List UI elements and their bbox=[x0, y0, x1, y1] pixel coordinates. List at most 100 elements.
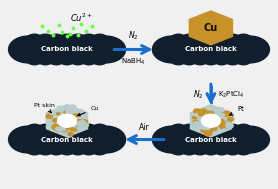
Circle shape bbox=[53, 119, 58, 122]
Ellipse shape bbox=[48, 34, 64, 44]
Ellipse shape bbox=[48, 55, 64, 65]
Ellipse shape bbox=[170, 55, 186, 65]
Circle shape bbox=[54, 124, 58, 127]
Ellipse shape bbox=[181, 145, 197, 155]
Ellipse shape bbox=[22, 46, 34, 53]
Circle shape bbox=[67, 130, 74, 135]
Circle shape bbox=[78, 121, 85, 125]
Ellipse shape bbox=[100, 51, 112, 58]
Circle shape bbox=[53, 116, 59, 121]
Ellipse shape bbox=[70, 145, 86, 155]
Bar bbox=[28, 129, 106, 150]
Ellipse shape bbox=[100, 141, 112, 148]
Circle shape bbox=[224, 124, 230, 128]
Ellipse shape bbox=[166, 141, 178, 148]
Circle shape bbox=[226, 112, 233, 117]
Circle shape bbox=[225, 125, 230, 128]
Ellipse shape bbox=[81, 55, 97, 65]
Circle shape bbox=[227, 117, 235, 121]
Circle shape bbox=[53, 111, 58, 114]
Ellipse shape bbox=[81, 34, 97, 44]
Circle shape bbox=[82, 120, 88, 124]
Circle shape bbox=[209, 111, 216, 116]
Text: N$_2$: N$_2$ bbox=[193, 88, 204, 101]
Circle shape bbox=[65, 132, 72, 137]
Circle shape bbox=[56, 114, 62, 118]
Text: N$_2$: N$_2$ bbox=[128, 29, 139, 42]
Circle shape bbox=[201, 129, 205, 132]
Circle shape bbox=[214, 112, 222, 117]
Ellipse shape bbox=[59, 145, 75, 155]
Circle shape bbox=[81, 122, 85, 125]
Circle shape bbox=[221, 114, 224, 116]
Text: Pt skin: Pt skin bbox=[34, 103, 55, 113]
Circle shape bbox=[210, 127, 215, 131]
Ellipse shape bbox=[214, 55, 230, 65]
Ellipse shape bbox=[225, 124, 240, 134]
Circle shape bbox=[193, 122, 200, 126]
Circle shape bbox=[48, 126, 52, 129]
Circle shape bbox=[223, 111, 230, 116]
Circle shape bbox=[221, 116, 227, 121]
Circle shape bbox=[193, 127, 197, 130]
Circle shape bbox=[51, 122, 57, 125]
Circle shape bbox=[222, 117, 227, 120]
Circle shape bbox=[225, 118, 232, 122]
Ellipse shape bbox=[166, 131, 178, 138]
Circle shape bbox=[78, 121, 85, 125]
Ellipse shape bbox=[22, 141, 34, 148]
Ellipse shape bbox=[230, 36, 269, 63]
Text: Cu: Cu bbox=[204, 23, 218, 33]
Ellipse shape bbox=[48, 145, 64, 155]
Circle shape bbox=[76, 127, 80, 129]
Ellipse shape bbox=[86, 126, 126, 153]
Circle shape bbox=[195, 113, 199, 116]
Circle shape bbox=[66, 110, 71, 113]
Ellipse shape bbox=[181, 55, 197, 65]
Ellipse shape bbox=[59, 34, 75, 44]
Ellipse shape bbox=[214, 124, 230, 134]
Ellipse shape bbox=[244, 131, 256, 138]
Circle shape bbox=[227, 116, 232, 119]
Text: Carbon black: Carbon black bbox=[41, 46, 93, 53]
Ellipse shape bbox=[92, 124, 108, 134]
Circle shape bbox=[217, 119, 224, 124]
Circle shape bbox=[219, 111, 226, 116]
Circle shape bbox=[65, 105, 72, 110]
Ellipse shape bbox=[38, 124, 53, 134]
Circle shape bbox=[77, 120, 82, 123]
Ellipse shape bbox=[48, 124, 64, 134]
Ellipse shape bbox=[181, 124, 197, 134]
Ellipse shape bbox=[192, 124, 208, 134]
Text: Cu$^{2+}$: Cu$^{2+}$ bbox=[70, 11, 92, 24]
Circle shape bbox=[77, 127, 81, 130]
Ellipse shape bbox=[170, 145, 186, 155]
Circle shape bbox=[73, 113, 79, 117]
Ellipse shape bbox=[100, 46, 112, 53]
Ellipse shape bbox=[86, 36, 126, 63]
Ellipse shape bbox=[100, 41, 112, 48]
Circle shape bbox=[224, 120, 231, 125]
Circle shape bbox=[217, 124, 224, 128]
Ellipse shape bbox=[230, 126, 269, 153]
Ellipse shape bbox=[152, 126, 192, 153]
Bar bbox=[172, 39, 250, 60]
Circle shape bbox=[218, 126, 222, 130]
Circle shape bbox=[73, 109, 78, 113]
Circle shape bbox=[193, 120, 198, 124]
Ellipse shape bbox=[192, 55, 208, 65]
Ellipse shape bbox=[38, 34, 53, 44]
Circle shape bbox=[226, 122, 231, 125]
Circle shape bbox=[213, 127, 219, 131]
Polygon shape bbox=[189, 11, 232, 45]
Circle shape bbox=[73, 126, 80, 131]
Ellipse shape bbox=[9, 36, 48, 63]
Ellipse shape bbox=[214, 34, 230, 44]
Circle shape bbox=[204, 111, 209, 115]
Circle shape bbox=[50, 128, 54, 131]
Circle shape bbox=[56, 127, 61, 131]
Circle shape bbox=[68, 126, 72, 129]
Circle shape bbox=[62, 111, 66, 114]
Ellipse shape bbox=[244, 51, 256, 58]
Ellipse shape bbox=[81, 145, 97, 155]
